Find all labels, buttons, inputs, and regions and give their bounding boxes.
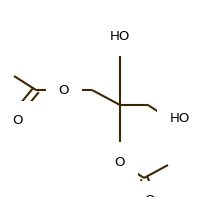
Text: O: O bbox=[13, 114, 23, 127]
Text: O: O bbox=[145, 194, 155, 197]
Text: O: O bbox=[59, 84, 69, 97]
Text: HO: HO bbox=[110, 30, 130, 43]
Text: O: O bbox=[115, 155, 125, 168]
Text: HO: HO bbox=[170, 112, 190, 125]
